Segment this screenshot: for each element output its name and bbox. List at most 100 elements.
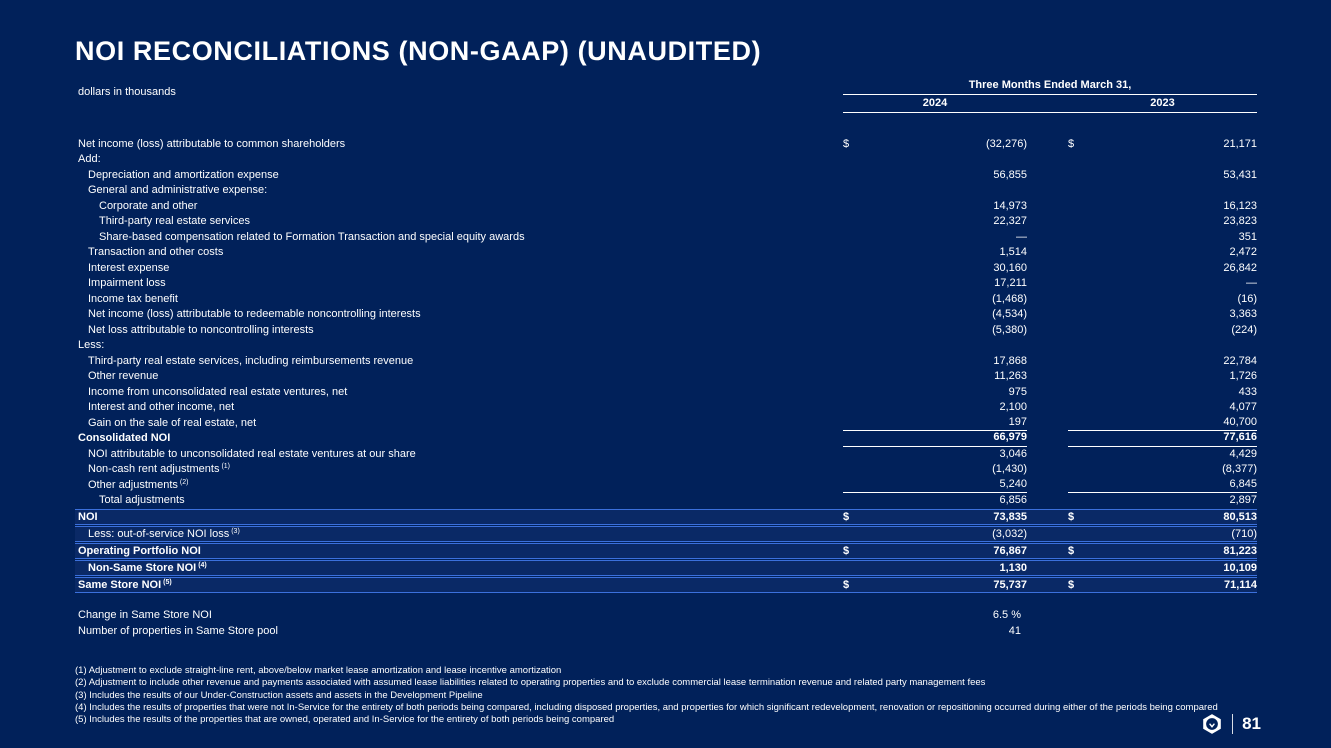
value-2023: 433 <box>1238 385 1257 398</box>
value-2023: (16) <box>1237 292 1257 305</box>
table-row: Interest and other income, net 2,100 4,077 <box>75 400 1257 416</box>
value-2024: 6,856 <box>999 494 1027 507</box>
table-row: Less: out-of-service NOI loss (3) (3,032) (… <box>75 526 1257 542</box>
table-row: Depreciation and amortization expense 56,… <box>75 167 1257 183</box>
value-2023: 3,363 <box>1229 308 1257 321</box>
value-2024: (32,276) <box>986 137 1027 150</box>
table-header: dollars in thousands Three Months Ended … <box>75 79 1257 123</box>
value-2024: 1,130 <box>999 562 1027 574</box>
dollar-sign-2024: $ <box>843 579 850 591</box>
row-label: Third-party real estate services <box>99 215 250 228</box>
value-2023: 80,513 <box>1223 511 1257 523</box>
row-label: Corporate and other <box>99 199 198 212</box>
row-label: Net loss attributable to noncontrolling … <box>88 323 314 336</box>
value-2024: 22,327 <box>993 215 1027 228</box>
table-row: Income from unconsolidated real estate v… <box>75 384 1257 400</box>
table-row: Share-based compensation related to Form… <box>75 229 1257 245</box>
stats-section: Change in Same Store NOI 6.5 % Number of… <box>75 607 1257 639</box>
value-2024: 17,868 <box>993 354 1027 367</box>
value-2024: 5,240 <box>863 477 1027 493</box>
footnote: (5) Includes the results of the properti… <box>75 714 615 726</box>
value-2024: 975 <box>1008 385 1027 398</box>
table-row: Third-party real estate services 22,327 23… <box>75 214 1257 230</box>
column-headers: Three Months Ended March 31, 2024 2023 <box>843 79 1257 113</box>
row-label: Third-party real estate services, includ… <box>88 354 414 367</box>
value-2023: 1,726 <box>1229 370 1257 383</box>
value-2024: 14,973 <box>993 199 1027 212</box>
row-label: Share-based compensation related to Form… <box>99 230 525 243</box>
value-2023: 21,171 <box>1223 137 1257 150</box>
value-2023: (224) <box>1231 323 1257 336</box>
row-label: Gain on the sale of real estate, net <box>88 416 257 429</box>
page-title: NOI RECONCILIATIONS (NON-GAAP) (UNAUDITE… <box>75 36 762 66</box>
value-2023: 23,823 <box>1223 215 1257 228</box>
footnotes: (1) Adjustment to exclude straight-line … <box>75 665 1315 726</box>
row-label: Interest and other income, net <box>88 401 235 414</box>
value-2024: 76,867 <box>993 545 1027 557</box>
footnote: (2) Adjustment to include other revenue … <box>75 677 986 689</box>
slide-content: NOI RECONCILIATIONS (NON-GAAP) (UNAUDITE… <box>75 0 1257 726</box>
dollar-sign-2023: $ <box>1068 545 1075 557</box>
row-label: Interest expense <box>88 261 170 274</box>
row-label: General and administrative expense: <box>88 184 268 197</box>
value-2024: (3,032) <box>992 528 1027 540</box>
value-2023: 77,616 <box>1088 430 1257 447</box>
stat-row: Change in Same Store NOI 6.5 % <box>75 607 1257 623</box>
col-header-2024: 2024 <box>922 97 948 109</box>
company-logo-hexagon-icon <box>1202 714 1221 734</box>
row-label: Transaction and other costs <box>88 246 224 259</box>
value-2024: 3,046 <box>999 447 1027 460</box>
value-2023: 53,431 <box>1223 168 1257 181</box>
value-2024: 66,979 <box>863 430 1027 447</box>
value-2023: 26,842 <box>1223 261 1257 274</box>
table-row: Other adjustments (2) 5,240 6,845 <box>75 477 1257 493</box>
table-row: General and administrative expense: <box>75 183 1257 199</box>
table-row: Total adjustments 6,856 2,897 <box>75 493 1257 509</box>
row-label: Total adjustments <box>99 494 185 507</box>
table-row: Impairment loss 17,211 — <box>75 276 1257 292</box>
table-row: Corporate and other 14,973 16,123 <box>75 198 1257 214</box>
value-2024: — <box>1016 230 1027 243</box>
dollar-sign-2023: $ <box>1068 579 1075 591</box>
year-headers: 2024 2023 <box>843 95 1257 113</box>
table-row: Net income (loss) attributable to common… <box>75 136 1257 152</box>
table-row: Net income (loss) attributable to redeem… <box>75 307 1257 323</box>
value-2023: (710) <box>1231 528 1257 540</box>
footer-divider <box>1231 714 1234 734</box>
value-2023: 81,223 <box>1223 545 1257 557</box>
row-label: Same Store NOI (5) <box>78 579 172 591</box>
value-2024: (4,534) <box>992 308 1027 321</box>
value-2024: 56,855 <box>993 168 1027 181</box>
table-row: Net loss attributable to noncontrolling … <box>75 322 1257 338</box>
stat-value: 6.5 % <box>992 609 1021 621</box>
table-row: NOI attributable to unconsolidated real … <box>75 446 1257 462</box>
row-label: Impairment loss <box>88 277 166 290</box>
stat-value: 41 <box>1008 625 1021 637</box>
dollar-sign-2023 <box>1068 415 1088 431</box>
value-2023: 16,123 <box>1223 199 1257 212</box>
units-note: dollars in thousands <box>78 86 176 98</box>
value-2023: 2,472 <box>1229 246 1257 259</box>
page-number: 81 <box>1242 714 1261 733</box>
value-2023: 4,429 <box>1229 447 1257 460</box>
value-2023: (8,377) <box>1222 463 1257 476</box>
col-header-2023: 2023 <box>1150 97 1175 109</box>
value-2023: 71,114 <box>1223 579 1257 591</box>
table-row: Operating Portfolio NOI $76,867 $81,223 <box>75 543 1257 559</box>
value-2024: 197 <box>863 415 1027 431</box>
value-2023: 6,845 <box>1088 477 1257 493</box>
stat-label: Number of properties in Same Store pool <box>78 625 278 637</box>
table-row: Non-Same Store NOI (4) 1,130 10,109 <box>75 560 1257 576</box>
row-label: Less: out-of-service NOI loss (3) <box>88 528 240 540</box>
value-2024: 75,737 <box>993 579 1027 591</box>
col-gap <box>1027 97 1068 109</box>
value-2024: 17,211 <box>994 277 1027 290</box>
table-row: Non-cash rent adjustments (1) (1,430) (8,37… <box>75 462 1257 478</box>
dollar-sign-2023 <box>1068 430 1088 447</box>
row-label: NOI attributable to unconsolidated real … <box>88 447 416 460</box>
value-2023: 2,897 <box>1229 494 1257 507</box>
value-2024: 73,835 <box>993 511 1027 523</box>
value-2023: 10,109 <box>1223 562 1257 574</box>
row-label: Net income (loss) attributable to redeem… <box>88 308 421 321</box>
table-row: Less: <box>75 338 1257 354</box>
